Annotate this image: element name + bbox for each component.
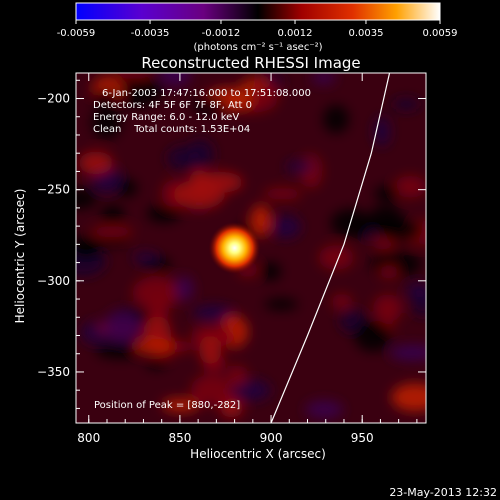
y-axis-label: Heliocentric Y (arcsec) bbox=[13, 189, 27, 324]
footer-timestamp: 23-May-2013 12:32 bbox=[389, 486, 497, 499]
x-tick-label: 950 bbox=[351, 431, 374, 445]
colorbar-tick-label: -0.0035 bbox=[131, 28, 170, 39]
solar-limb-curve bbox=[270, 73, 391, 423]
annotation-peak: Position of Peak = [880,-282] bbox=[94, 400, 240, 411]
y-tick-label: −250 bbox=[37, 183, 70, 197]
y-tick-label: −200 bbox=[37, 92, 70, 106]
x-tick-label: 900 bbox=[260, 431, 283, 445]
chart-title: Reconstructed RHESSI Image bbox=[141, 54, 360, 72]
x-axis-label: Heliocentric X (arcsec) bbox=[190, 447, 326, 461]
y-axis: −200 −250 −300 −350 bbox=[37, 79, 426, 409]
annotation-time-range: 6-Jan-2003 17:47:16.000 to 17:51:08.000 bbox=[102, 88, 311, 99]
x-tick-label: 850 bbox=[168, 431, 191, 445]
colorbar-tick-label: -0.0059 bbox=[57, 28, 96, 39]
annotation-clean: Clean Total counts: 1.53E+04 bbox=[93, 124, 250, 135]
x-tick-label: 800 bbox=[77, 431, 100, 445]
peak-source bbox=[208, 222, 261, 274]
colorbar-tick-label: 0.0012 bbox=[278, 28, 313, 39]
colorbar-ticks bbox=[75, 20, 441, 24]
annotation-detectors: Detectors: 4F 5F 6F 7F 8F, Att 0 bbox=[93, 100, 252, 111]
colorbar-tick-label: -0.0012 bbox=[202, 28, 241, 39]
y-tick-label: −300 bbox=[37, 274, 70, 288]
colorbar-labels: -0.0059 -0.0035 -0.0012 0.0012 0.0035 0.0059 bbox=[57, 28, 458, 39]
colorbar-tick-label: 0.0035 bbox=[348, 28, 383, 39]
y-tick-label: −350 bbox=[37, 365, 70, 379]
colorbar bbox=[75, 2, 441, 21]
x-axis: 800 850 900 950 bbox=[77, 73, 418, 445]
annotation-energy: Energy Range: 6.0 - 12.0 keV bbox=[93, 112, 239, 123]
plot-frame bbox=[75, 72, 427, 424]
colorbar-tick-label: 0.0059 bbox=[423, 28, 458, 39]
image-area bbox=[76, 73, 426, 423]
colorbar-unit-label: (photons cm⁻² s⁻¹ asec⁻²) bbox=[193, 42, 322, 53]
